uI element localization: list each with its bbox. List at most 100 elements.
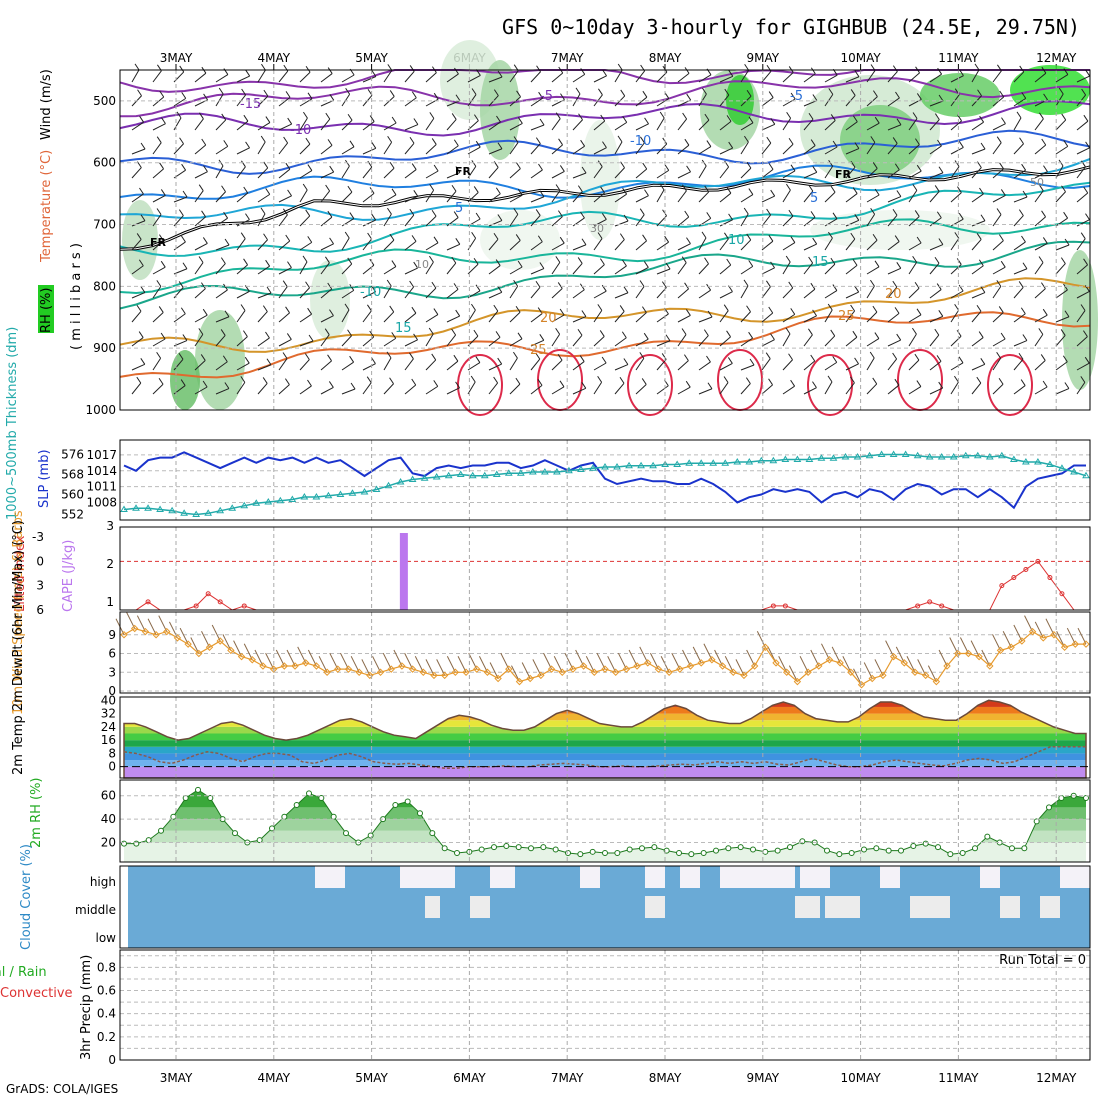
wind-barb [992, 168, 1004, 179]
wind-10m-point [804, 668, 812, 676]
wind-barb [1055, 289, 1068, 299]
wind-barb-flag [454, 67, 459, 75]
wind-barb-flag [682, 184, 687, 192]
thickness-point [1082, 471, 1090, 479]
wind-10m-barb [842, 656, 852, 673]
wind-barb [614, 167, 625, 179]
isotherm-label: -5 [790, 89, 803, 104]
wind-barb [845, 219, 859, 227]
wind-barb [152, 123, 166, 131]
wind-barb [509, 285, 519, 299]
wind-barb-flag [597, 160, 603, 167]
wind-10m-barb [831, 646, 841, 664]
wind-barb [1076, 382, 1086, 395]
wind-barb-flag [1080, 304, 1086, 311]
temperature-axis-label: Temperature (°C) [39, 150, 54, 263]
wind-10m-barb [1077, 627, 1087, 645]
wind-barb [425, 242, 439, 251]
wind-barb [950, 238, 960, 251]
wind-barb [824, 74, 838, 83]
wind-barb [740, 194, 754, 203]
wind-barb-flag [303, 111, 308, 119]
wind-10m-background [120, 612, 1090, 693]
wind-barb [467, 381, 476, 395]
thickness-point [901, 450, 910, 457]
wind-barb [509, 357, 518, 371]
wind-barb [446, 334, 457, 347]
wind-barb [1055, 165, 1064, 179]
bottom-day-label: 9MAY [746, 1071, 779, 1085]
rh-2m-point [577, 851, 584, 858]
wind-10m-point [601, 665, 609, 673]
upper-air-ylabel: RH (%) Temperature (°C) Wind (m/s) ( m i… [38, 69, 84, 350]
rh-tick-label: 20 [101, 835, 116, 849]
isotherm [119, 100, 1091, 137]
wind-barb-flag [497, 214, 503, 221]
wind-barb [194, 171, 208, 179]
wind-barb [782, 313, 796, 323]
wind-barb [404, 286, 415, 299]
wind-10m-point [398, 662, 406, 670]
wind-barb-flag [812, 237, 818, 245]
wind-barb [404, 97, 417, 107]
wind-barb-flag [998, 306, 1004, 313]
wind-barb-flag [575, 87, 581, 95]
wind-barb [866, 338, 880, 347]
isotherm-label: 25 [838, 309, 855, 324]
rh-2m-point [478, 846, 485, 853]
wind-barb-flag [496, 115, 501, 123]
wind-barb [278, 338, 292, 347]
wind-barb [593, 381, 603, 395]
wind-barb-flag [260, 207, 266, 215]
wind-barb [803, 190, 814, 203]
wind-barb [404, 214, 415, 227]
wind-barb-flag [158, 234, 164, 241]
wind-barb-flag [535, 280, 541, 288]
wind-barb-flag [623, 358, 629, 365]
wind-barb [635, 312, 647, 323]
wind-barb-flag [996, 136, 1002, 143]
wind-10m-barb [1024, 615, 1034, 632]
credit-text: GrADS: COLA/IGES [6, 1082, 119, 1096]
rh-2m-point [306, 790, 312, 797]
rh-2m-point [1083, 795, 1089, 802]
top-day-label: 9MAY [746, 51, 779, 65]
wind-10m-axis-label: 10m Wind Speed (m/s) & Barbs [11, 510, 26, 715]
thickness-point [444, 471, 453, 479]
wind-barb-flag [958, 356, 964, 364]
wind-barb-flag [475, 284, 481, 292]
thickness-point [601, 463, 609, 470]
wind-barb-flag [1060, 257, 1066, 264]
wind-barb-flag [182, 262, 188, 270]
wind-barb [887, 384, 900, 395]
rh-2m-point [910, 842, 917, 849]
wind-10m-barb [307, 649, 317, 667]
wind-barb [509, 194, 523, 203]
wind-barb [908, 386, 922, 395]
wind-barb-flag [302, 255, 308, 263]
wind-10m-barb [692, 646, 702, 664]
wind-barb [404, 71, 415, 83]
temp-tick-label: 8 [108, 746, 116, 760]
wind-barb-flag [641, 306, 647, 313]
rh-shading [170, 350, 200, 410]
wind-barb [740, 239, 752, 251]
wind-barb-flag [619, 376, 625, 384]
wind-barb [509, 240, 521, 251]
rh-2m-point [392, 802, 399, 809]
wind-barb [467, 362, 481, 371]
rh-2m-point [651, 844, 658, 851]
wind-barb [299, 98, 313, 107]
wind-barb [1013, 268, 1028, 275]
wind-barb-flag [515, 162, 521, 169]
wind-barb-flag [639, 352, 645, 359]
isotherm-label: 5 [455, 201, 463, 216]
wind-barb [656, 143, 668, 155]
wind-barb-flag [659, 183, 665, 191]
wind-barb-flag [684, 210, 690, 218]
wind-10m-barb [275, 649, 285, 667]
wind-barb [173, 117, 182, 131]
wind-10m-barb [821, 643, 830, 660]
wind-barb-flag [580, 211, 585, 219]
wind-barb-flag [537, 379, 543, 386]
